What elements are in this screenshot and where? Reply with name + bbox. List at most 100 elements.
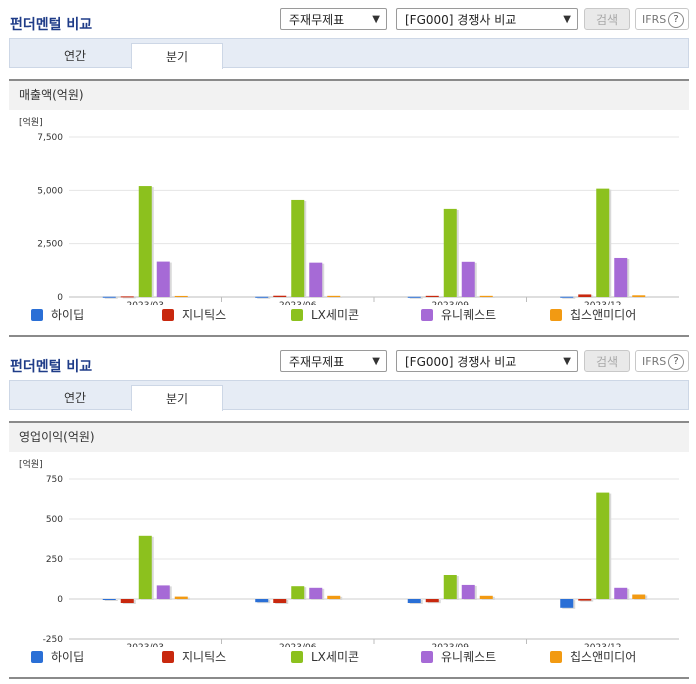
legend-label: LX세미콘 <box>311 308 360 322</box>
help-icon[interactable]: ? <box>668 12 684 28</box>
y-tick-label: 0 <box>57 293 63 303</box>
bar <box>120 599 134 603</box>
bar <box>425 599 439 603</box>
help-icon[interactable]: ? <box>668 354 684 370</box>
operating-profit-chart: [억원]-25002505007502023/032023/062023/092… <box>9 452 689 679</box>
bar-shadow <box>562 297 576 299</box>
legend-label: 유니퀘스트 <box>441 308 497 322</box>
bar-shadow <box>481 296 495 298</box>
search-button[interactable]: 검색 <box>584 350 630 372</box>
bar-shadow <box>427 296 441 298</box>
chevron-down-icon: ▼ <box>372 14 380 25</box>
bar <box>632 594 646 599</box>
comparison-group-select[interactable]: [FG000] 경쟁사 비교 ▼ <box>396 8 578 30</box>
statement-type-value: 주재무제표 <box>289 13 345 27</box>
legend-label: 하이딥 <box>51 308 85 322</box>
bar <box>578 294 592 297</box>
y-tick-label: 500 <box>46 515 63 525</box>
bar <box>138 535 152 599</box>
bar <box>309 262 323 297</box>
bar <box>407 296 421 298</box>
bar-shadow <box>580 600 594 602</box>
statement-type-select[interactable]: 주재무제표 ▼ <box>280 350 387 372</box>
legend-label: LX세미콘 <box>311 650 360 664</box>
bar-shadow <box>329 296 343 298</box>
y-tick-label: -250 <box>43 635 64 645</box>
tab-annual[interactable]: 연간 <box>63 49 87 63</box>
revenue-chart: [억원]02,5005,0007,5002023/032023/062023/0… <box>9 110 689 337</box>
legend-label: 칩스앤미디어 <box>570 650 637 664</box>
legend-swatch <box>421 309 433 321</box>
bar <box>479 595 493 599</box>
bar <box>120 296 134 298</box>
bar <box>255 296 269 298</box>
legend-swatch <box>550 651 562 663</box>
chart-title: 영업이익(억원) <box>9 421 689 452</box>
bar-shadow <box>104 600 118 601</box>
panel-header: 펀더멘털 비교 주재무제표 ▼ [FG000] 경쟁사 비교 ▼ 검색 IFRS… <box>0 8 696 39</box>
section-title: 펀더멘털 비교 <box>10 359 93 375</box>
y-tick-label: 750 <box>46 475 63 485</box>
y-tick-label: 2,500 <box>37 240 63 250</box>
tab-quarterly[interactable]: 분기 <box>131 43 223 69</box>
bar <box>102 296 116 298</box>
ifrs-label: IFRS <box>642 13 667 26</box>
search-button[interactable]: 검색 <box>584 8 630 30</box>
bar <box>596 492 610 599</box>
bar <box>614 257 628 297</box>
bar <box>291 586 305 599</box>
bar-shadow <box>275 296 289 298</box>
bar <box>614 587 628 599</box>
ifrs-button[interactable]: IFRS ? <box>635 350 689 372</box>
legend-label: 지니틱스 <box>182 308 227 322</box>
bar-shadow <box>409 297 423 299</box>
y-axis-unit-label: [억원] <box>19 458 43 470</box>
bar <box>560 599 574 608</box>
comparison-group-select[interactable]: [FG000] 경쟁사 비교 ▼ <box>396 350 578 372</box>
tab-annual[interactable]: 연간 <box>63 391 87 405</box>
bar <box>156 585 170 599</box>
statement-type-select[interactable]: 주재무제표 ▼ <box>280 8 387 30</box>
bar-shadow <box>634 296 648 298</box>
bar <box>560 296 574 298</box>
tab-quarterly[interactable]: 분기 <box>131 385 223 411</box>
legend-swatch <box>291 309 303 321</box>
y-tick-label: 7,500 <box>37 133 63 143</box>
y-tick-label: 250 <box>46 555 63 565</box>
legend-swatch <box>550 309 562 321</box>
legend-swatch <box>291 651 303 663</box>
legend-swatch <box>162 651 174 663</box>
chart-title: 매출액(억원) <box>9 79 689 110</box>
legend-swatch <box>421 651 433 663</box>
legend-swatch <box>31 309 43 321</box>
bar-shadow <box>122 297 136 299</box>
bar <box>138 186 152 297</box>
comparison-group-value: [FG000] 경쟁사 비교 <box>405 355 517 369</box>
y-tick-label: 0 <box>57 595 63 605</box>
bar <box>425 295 439 297</box>
ifrs-button[interactable]: IFRS ? <box>635 8 689 30</box>
bar <box>102 599 116 600</box>
statement-type-value: 주재무제표 <box>289 355 345 369</box>
panel-operating-profit: 펀더멘털 비교 주재무제표 ▼ [FG000] 경쟁사 비교 ▼ 검색 IFRS… <box>0 350 696 681</box>
bar-shadow <box>176 296 190 298</box>
chevron-down-icon: ▼ <box>563 14 571 25</box>
bar <box>174 596 188 599</box>
period-tabs: 연간 분기 <box>9 380 689 411</box>
bar <box>578 599 592 601</box>
legend-label: 하이딥 <box>51 650 85 664</box>
comparison-group-value: [FG000] 경쟁사 비교 <box>405 13 517 27</box>
bar <box>443 208 457 297</box>
legend-label: 지니틱스 <box>182 650 227 664</box>
revenue-chart-svg: [억원]02,5005,0007,5002023/032023/062023/0… <box>19 116 679 311</box>
bar <box>255 599 269 603</box>
legend-swatch <box>31 651 43 663</box>
bar <box>309 587 323 599</box>
bar <box>479 295 493 297</box>
panel-header: 펀더멘털 비교 주재무제표 ▼ [FG000] 경쟁사 비교 ▼ 검색 IFRS… <box>0 350 696 381</box>
legend-swatch <box>162 309 174 321</box>
bar <box>461 584 475 599</box>
operating-profit-chart-svg: [억원]-25002505007502023/032023/062023/092… <box>19 458 679 653</box>
y-tick-label: 5,000 <box>37 186 63 196</box>
bar-shadow <box>104 297 118 299</box>
